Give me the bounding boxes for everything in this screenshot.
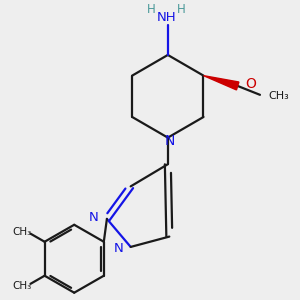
Polygon shape: [203, 76, 239, 90]
Text: H: H: [177, 3, 186, 16]
Text: NH: NH: [157, 11, 176, 24]
Text: O: O: [245, 77, 256, 92]
Text: N: N: [164, 134, 175, 148]
Text: N: N: [113, 242, 123, 255]
Text: CH₃: CH₃: [13, 280, 32, 291]
Text: CH₃: CH₃: [13, 227, 32, 237]
Text: CH₃: CH₃: [268, 91, 289, 101]
Text: H: H: [147, 3, 156, 16]
Text: N: N: [89, 211, 99, 224]
